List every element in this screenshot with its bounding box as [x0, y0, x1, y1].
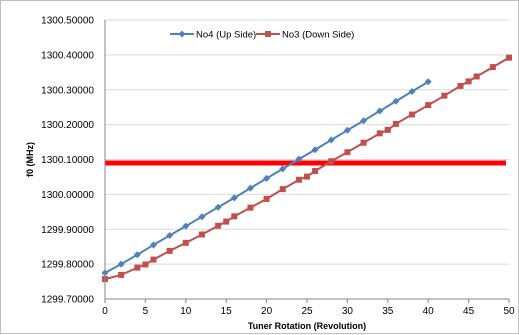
- data-point: [311, 146, 319, 154]
- data-point: [327, 136, 335, 144]
- x-tick-label: 25: [301, 306, 313, 317]
- data-point: [134, 264, 141, 271]
- x-tick-label: 0: [102, 306, 108, 317]
- data-point: [166, 232, 174, 240]
- y-tick-label: 1299.90000: [41, 225, 94, 236]
- data-point: [295, 155, 303, 163]
- data-point: [384, 126, 391, 133]
- data-point: [425, 102, 432, 109]
- y-tick-label: 1300.00000: [41, 190, 94, 201]
- data-point: [392, 97, 400, 105]
- x-tick-label: 20: [261, 306, 273, 317]
- data-point: [489, 64, 496, 71]
- x-tick-label: 5: [143, 306, 149, 317]
- x-tick-label: 30: [342, 306, 354, 317]
- data-point: [246, 184, 254, 192]
- y-tick-label: 1299.80000: [41, 260, 94, 271]
- series-2: [102, 54, 512, 283]
- data-point: [424, 78, 432, 86]
- legend-label: No4 (Up Side): [196, 30, 256, 41]
- y-tick-label: 1299.70000: [41, 295, 94, 306]
- data-point: [279, 165, 287, 173]
- data-point: [344, 149, 351, 156]
- data-point: [263, 174, 271, 182]
- data-point: [328, 158, 335, 165]
- x-tick-label: 10: [180, 306, 192, 317]
- data-point: [214, 203, 222, 211]
- data-point: [149, 241, 157, 249]
- data-point: [376, 130, 383, 137]
- data-point: [182, 222, 190, 230]
- data-point: [473, 73, 480, 80]
- data-point: [279, 186, 286, 193]
- data-point: [343, 126, 351, 134]
- series-line: [104, 56, 510, 281]
- x-tick-label: 40: [423, 306, 435, 317]
- y-tick-label: 1300.30000: [41, 85, 94, 96]
- data-point: [133, 251, 141, 259]
- gridlines: [105, 19, 509, 265]
- data-point: [117, 260, 125, 268]
- x-tick-label: 50: [503, 306, 515, 317]
- data-point: [182, 239, 189, 246]
- data-point: [150, 256, 157, 263]
- data-point: [506, 54, 512, 61]
- data-point: [360, 117, 368, 125]
- series-layer: [101, 54, 512, 283]
- axes: 1299.70000 1299.80000 1299.90000 1300.00000…: [41, 16, 515, 318]
- data-point: [408, 87, 416, 95]
- x-tick-label: 35: [382, 306, 394, 317]
- data-point: [263, 195, 270, 202]
- x-axis-title: Tuner Rotation (Revolution): [248, 321, 366, 331]
- data-point: [198, 231, 205, 238]
- data-point: [392, 120, 399, 127]
- data-point: [376, 107, 384, 115]
- data-point: [230, 194, 238, 202]
- data-point: [118, 271, 125, 278]
- y-tick-label: 1300.40000: [41, 50, 94, 61]
- x-tick-label: 15: [221, 306, 233, 317]
- x-tick-label: 45: [463, 306, 475, 317]
- data-point: [142, 261, 149, 268]
- data-point: [441, 92, 448, 99]
- y-axis-title: f0 (MHz): [25, 142, 35, 177]
- legend-item: No4 (Up Side): [170, 30, 256, 41]
- y-tick-label: 1300.20000: [41, 120, 94, 131]
- data-point: [166, 247, 173, 254]
- data-point: [295, 176, 302, 183]
- y-tick-label: 1300.50000: [41, 16, 94, 27]
- legend-label: No3 (Down Side): [282, 30, 354, 41]
- legend: No4 (Up Side) No3 (Down Side): [170, 30, 354, 41]
- legend-marker: [178, 30, 186, 38]
- data-point: [223, 218, 230, 225]
- data-point: [465, 78, 472, 85]
- y-tick-label: 1300.10000: [41, 155, 94, 166]
- data-point: [457, 82, 464, 89]
- data-point: [247, 204, 254, 211]
- data-point: [312, 168, 319, 175]
- data-point: [231, 213, 238, 220]
- data-point: [360, 139, 367, 146]
- data-point: [304, 173, 310, 180]
- data-point: [215, 222, 222, 229]
- series-1: [101, 78, 432, 277]
- data-point: [198, 213, 206, 221]
- data-point: [409, 111, 416, 118]
- legend-marker: [265, 31, 271, 37]
- legend-item: No3 (Down Side): [256, 30, 354, 41]
